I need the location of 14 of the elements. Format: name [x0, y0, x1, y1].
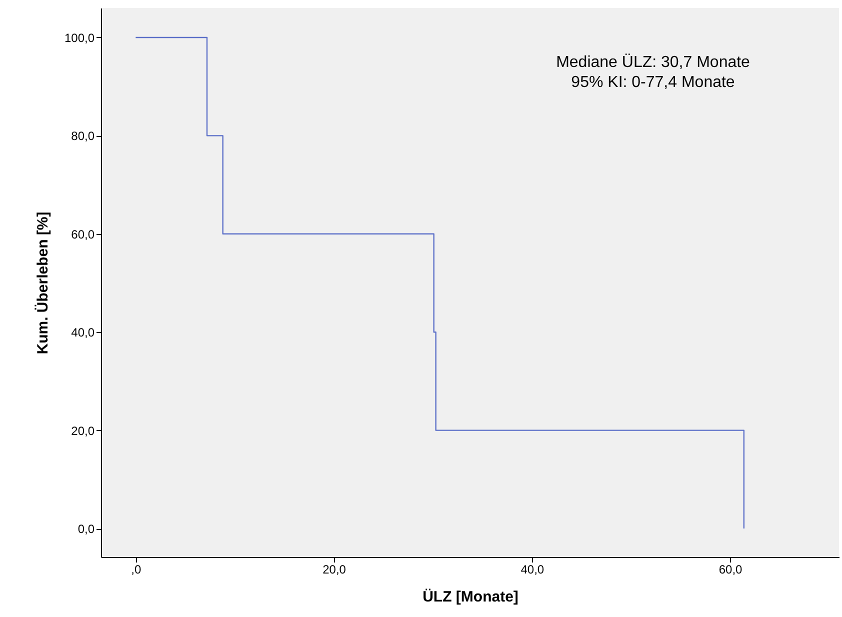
- x-tick-label: ,0: [131, 562, 142, 576]
- y-tick-label: 60,0: [71, 227, 95, 242]
- annotation: 95% KI: 0-77,4 Monate: [571, 74, 735, 91]
- x-axis-title: ÜLZ [Monate]: [422, 588, 518, 606]
- x-tick-label: 60,0: [718, 562, 743, 576]
- y-tick-label: 0,0: [78, 522, 95, 536]
- x-tick-label: 40,0: [520, 562, 544, 576]
- y-tick-label: 20,0: [71, 424, 95, 438]
- annotation: Mediane ÜLZ: 30,7 Monate: [556, 53, 750, 71]
- y-tick-label: 80,0: [71, 129, 95, 144]
- x-tick-label: 20,0: [322, 562, 346, 576]
- y-axis-title: Kum. Überleben [%]: [34, 212, 52, 354]
- y-tick-label: 100,0: [64, 30, 95, 45]
- y-tick-label: 40,0: [71, 326, 95, 340]
